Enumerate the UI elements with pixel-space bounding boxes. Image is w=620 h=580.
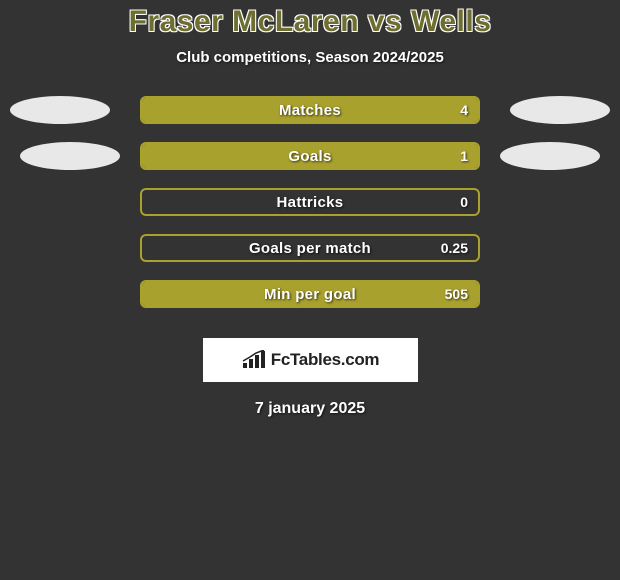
stat-value: 1 <box>460 144 468 168</box>
stat-row: Matches 4 <box>0 96 620 124</box>
stat-label: Goals per match <box>142 236 478 260</box>
stat-value: 0.25 <box>441 236 468 260</box>
stat-bar: Matches 4 <box>140 96 480 124</box>
chart-icon <box>241 350 267 370</box>
ellipse-right <box>510 96 610 124</box>
stat-row: Goals per match 0.25 <box>0 234 620 262</box>
ellipse-left <box>10 96 110 124</box>
stats-rows: Matches 4 Goals 1 Hattricks 0 <box>0 96 620 308</box>
stat-bar: Goals 1 <box>140 142 480 170</box>
stat-label: Hattricks <box>142 190 478 214</box>
stat-bar: Min per goal 505 <box>140 280 480 308</box>
subtitle: Club competitions, Season 2024/2025 <box>0 49 620 66</box>
ellipse-left <box>20 142 120 170</box>
stat-value: 505 <box>445 282 468 306</box>
stat-row: Min per goal 505 <box>0 280 620 308</box>
logo-text: FcTables.com <box>271 350 380 370</box>
date: 7 january 2025 <box>0 400 620 418</box>
stat-label: Min per goal <box>142 282 478 306</box>
stat-value: 4 <box>460 98 468 122</box>
stat-label: Matches <box>142 98 478 122</box>
stat-bar: Hattricks 0 <box>140 188 480 216</box>
ellipse-right <box>500 142 600 170</box>
stat-value: 0 <box>460 190 468 214</box>
logo: FcTables.com <box>203 338 418 382</box>
stat-bar: Goals per match 0.25 <box>140 234 480 262</box>
stat-label: Goals <box>142 144 478 168</box>
stat-row: Goals 1 <box>0 142 620 170</box>
page-title: Fraser McLaren vs Wells <box>0 5 620 39</box>
stat-row: Hattricks 0 <box>0 188 620 216</box>
